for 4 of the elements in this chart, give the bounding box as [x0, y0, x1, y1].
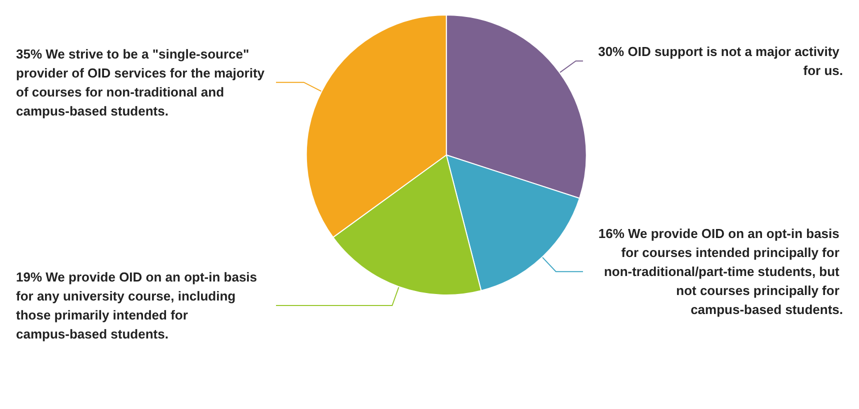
slice-label: 19% We provide OID on an opt-in basis for any university course, including those primarily intended for campus-based students. — [16, 270, 261, 342]
slice-label: 16% We provide OID on an opt-in basis for courses intended principally for non-traditional/part-time students, but not courses principally for campus-based students. — [598, 226, 843, 318]
slice-label: 30% OID support is not a major activity for us. — [598, 44, 843, 78]
slice-label: 35% We strive to be a "single-source" provider of OID services for the majority of courses for non-traditional and campus-based students. — [16, 46, 268, 118]
